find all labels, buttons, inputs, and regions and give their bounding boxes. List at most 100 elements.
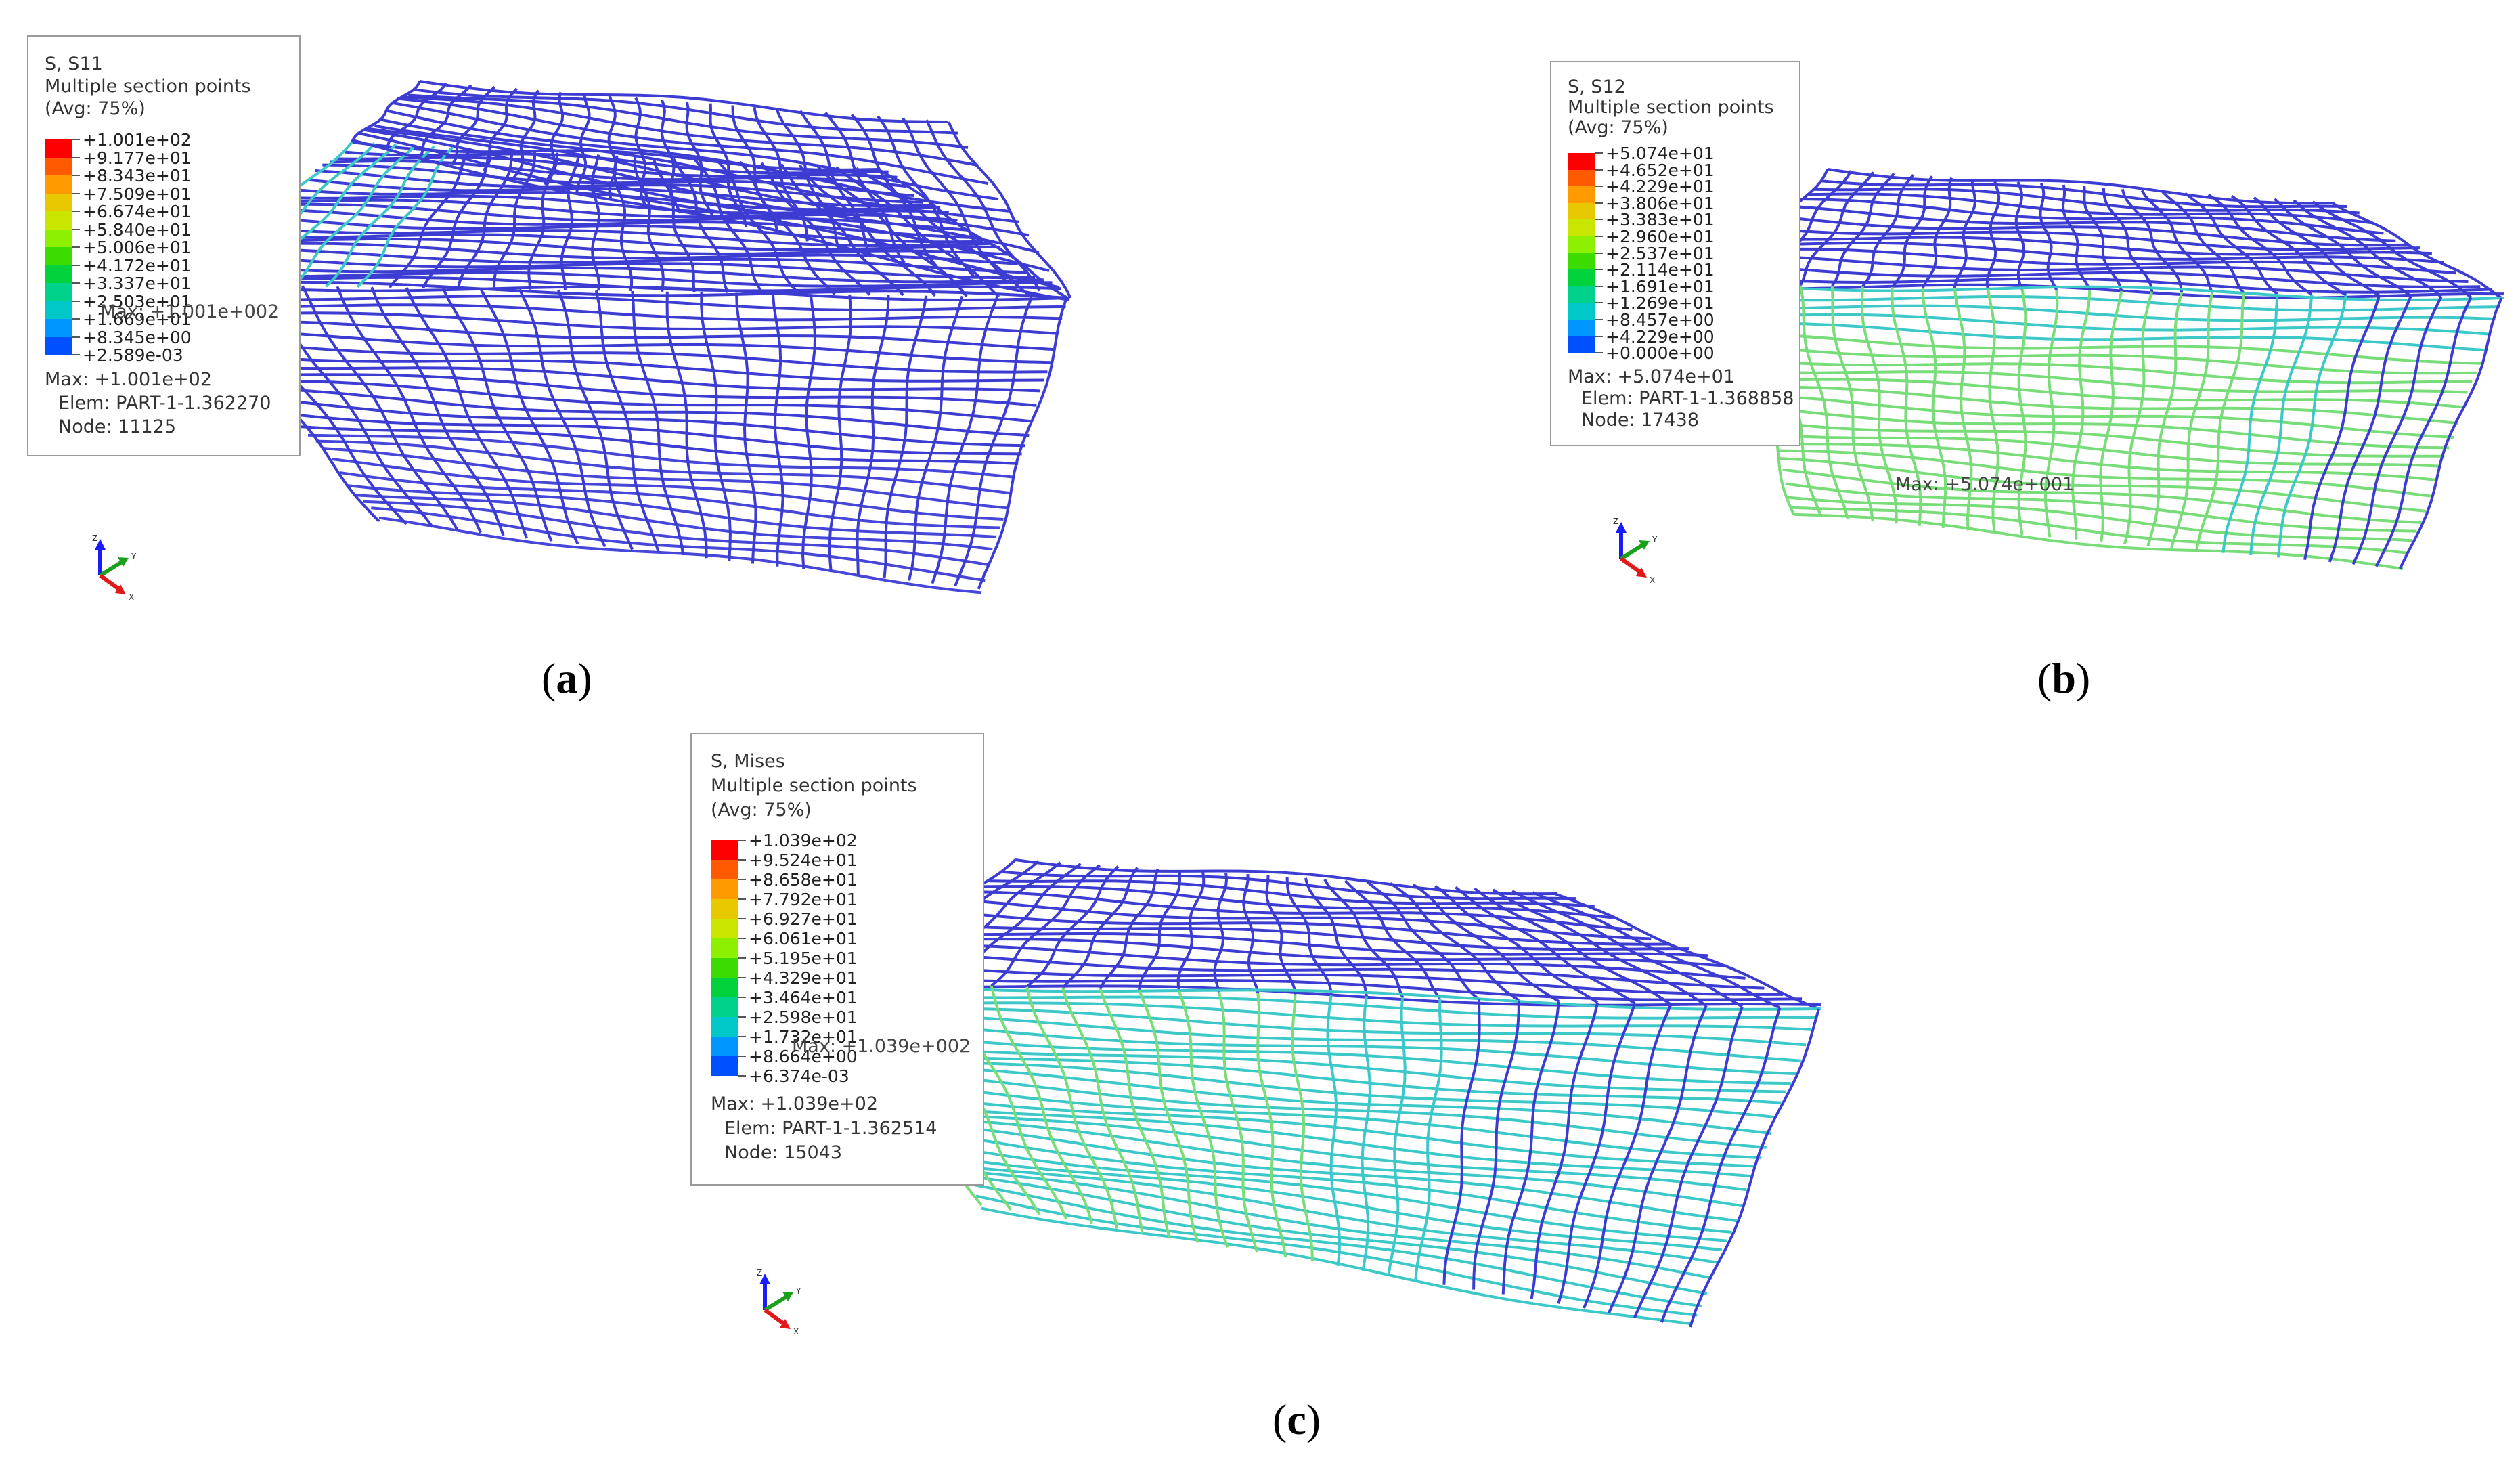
rebar-line [419, 84, 472, 157]
scale-tick [1595, 152, 1603, 154]
scale-tick-label: +3.337e+01 [83, 274, 192, 293]
legend-variable-b: S, S12 [1568, 77, 1626, 97]
rebar-line [1953, 179, 1977, 289]
scale-tick [738, 1075, 746, 1077]
scale-swatch [45, 319, 72, 337]
rebar-line [660, 99, 682, 214]
triad-x-label-a: X [129, 592, 134, 602]
scale-tick-label: +8.345e+00 [83, 327, 192, 347]
rebar-line [856, 1006, 1807, 1047]
triad-z-label-c: Z [757, 1269, 762, 1278]
rebar-line [1474, 887, 1672, 1006]
scale-swatch [1568, 202, 1595, 220]
rebar-line [2398, 297, 2503, 569]
rebar-line [943, 1144, 1727, 1242]
scale-tick-label: +3.806e+01 [1606, 193, 1715, 213]
rebar-line [883, 295, 928, 578]
rebar-line [780, 163, 904, 297]
triad-icon-c: Z Y X [757, 1268, 801, 1336]
rebar-line [1583, 1004, 1673, 1309]
rebar-line [248, 233, 1001, 251]
rebar-line [1633, 1006, 1744, 1319]
rebar-line [385, 82, 447, 150]
rebar-line [2102, 187, 2154, 292]
scale-tick [72, 336, 80, 338]
scale-tick-label: +8.457e+00 [1606, 310, 1715, 330]
rebar-line [908, 295, 964, 581]
rebar-line [927, 1116, 1742, 1207]
rebar-line [2043, 290, 2059, 538]
rebar-line [975, 1194, 1698, 1317]
scale-swatch [711, 1017, 738, 1037]
scale-swatch [1568, 303, 1595, 320]
rebar-line [1213, 872, 1229, 993]
rebar-line [1414, 998, 1443, 1281]
rebar-line [1002, 870, 1576, 900]
scale-tick-label: +8.664e+00 [749, 1047, 858, 1066]
scale-tick [738, 898, 746, 900]
legend-elem-a: Elem: PART-1-1.362270 [58, 393, 271, 414]
scale-tick-label: +2.537e+01 [1606, 243, 1715, 263]
scale-tick-label: +4.172e+01 [83, 255, 192, 276]
scale-tick-label: +1.039e+02 [749, 831, 858, 850]
scale-tick-label: +4.652e+01 [1606, 160, 1715, 180]
rebar-line [1891, 175, 1934, 288]
scale-tick [72, 282, 80, 284]
rebar-line [1061, 867, 1139, 989]
rebar-line [1265, 875, 1297, 995]
rebar-line [2249, 294, 2314, 556]
rebar-line [1015, 858, 1557, 896]
scale-tick [1595, 302, 1603, 304]
scale-tick [738, 957, 746, 959]
max-marker-a: Max: +1.001e+002 [100, 301, 280, 322]
scale-tick [1595, 219, 1603, 221]
scale-tick [72, 156, 80, 158]
scale-swatch [45, 283, 72, 301]
scale-tick-label: +8.658e+01 [749, 870, 858, 890]
rebar-line [1472, 1000, 1520, 1290]
rebar-line [1831, 173, 1895, 287]
scale-tick [738, 1056, 746, 1057]
scale-tick [1595, 269, 1603, 271]
rebar-line [385, 109, 1009, 213]
rebar-line [856, 295, 890, 575]
rebar-line [954, 1164, 1717, 1264]
scale-tick [72, 211, 80, 212]
triad-z-label-b: Z [1613, 518, 1618, 526]
scale-swatch [1568, 153, 1595, 170]
scale-tick-label: +6.674e+01 [83, 202, 192, 221]
rebar-line [590, 154, 601, 291]
rebar-line [990, 985, 1094, 1225]
scale-swatch [45, 336, 72, 355]
scale-swatch [711, 1037, 738, 1056]
rebar-line [1285, 876, 1333, 996]
triad-z-label-a: Z [92, 535, 97, 543]
rebar-line [351, 141, 881, 171]
rebar-line [1777, 449, 2431, 498]
rebar-line [613, 155, 634, 292]
scale-tick-label: +7.792e+01 [749, 890, 858, 909]
rebar-line [356, 146, 454, 288]
rebar-line [970, 1183, 1702, 1308]
triad-x-label-c: X [793, 1327, 799, 1336]
rebar-line [339, 471, 1000, 529]
legend-max-b: Max: +5.074e+01 [1568, 366, 1736, 387]
scale-tick-label: +2.598e+01 [749, 1007, 858, 1027]
scale-swatch [45, 211, 72, 230]
rebar-line [850, 1001, 1811, 1031]
rebar-line [959, 1169, 1712, 1280]
scale-tick-label: +2.114e+01 [1606, 260, 1715, 280]
rebar-line [1827, 168, 2336, 205]
scale-tick-label: +6.374e-03 [749, 1066, 849, 1086]
rebar-line [336, 286, 482, 534]
rebar-line [2039, 183, 2058, 291]
rebar-line [1361, 996, 1371, 1271]
legend-box-a: S, S11 Multiple section points (Avg: 75%… [27, 35, 301, 456]
scale-tick-label: +1.691e+01 [1606, 276, 1715, 297]
rebar-line [419, 80, 948, 123]
scale-tick [72, 139, 80, 140]
axis-triad-b: Z Y X [1608, 517, 1668, 595]
rebar-line [380, 118, 1019, 223]
rebar-line [2184, 192, 2278, 295]
rebar-line [607, 95, 617, 200]
